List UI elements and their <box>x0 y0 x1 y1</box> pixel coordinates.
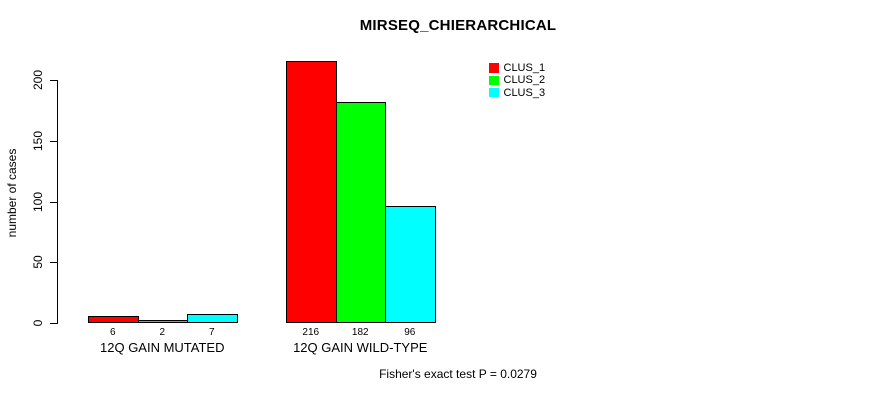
bar-value-label: 182 <box>351 327 369 338</box>
y-axis-label: number of cases <box>5 148 19 238</box>
chart-title: MIRSEQ_CHIERARCHICAL <box>359 17 557 34</box>
legend-entry-clus-2: CLUS_2 <box>489 74 545 86</box>
legend-entry-clus-3: CLUS_3 <box>489 87 545 99</box>
bar-clus_3-group1 <box>187 314 238 323</box>
y-tick-label: 50 <box>31 255 45 269</box>
legend: CLUS_1 CLUS_2 CLUS_3 <box>489 62 545 99</box>
bar-value-label: 6 <box>109 327 116 338</box>
category-label: 12Q GAIN WILD-TYPE <box>293 340 428 355</box>
bar-value-label: 2 <box>159 327 166 338</box>
legend-entry-clus-1: CLUS_1 <box>489 62 545 74</box>
bar-value-label: 216 <box>302 327 320 338</box>
legend-swatch-clus-3 <box>489 87 499 98</box>
fisher-test-annotation: Fisher's exact test P = 0.0279 <box>379 367 537 381</box>
bar-clus_2-group2 <box>335 102 386 323</box>
legend-label-clus-2: CLUS_2 <box>503 74 546 87</box>
y-tick-label: 100 <box>31 191 45 212</box>
bar-value-label: 7 <box>208 327 215 338</box>
y-tick <box>50 323 57 324</box>
bar-clus_2-group1 <box>137 320 188 323</box>
y-tick <box>50 140 57 142</box>
bar-value-label: 96 <box>404 327 416 338</box>
y-tick <box>50 262 57 264</box>
category-label: 12Q GAIN MUTATED <box>100 340 225 355</box>
y-axis-line <box>57 80 58 324</box>
y-tick-label: 150 <box>31 130 45 151</box>
bar-clus_3-group2 <box>385 206 436 323</box>
y-tick <box>50 80 57 81</box>
bar-clus_1-group1 <box>88 316 139 323</box>
y-tick-label: 0 <box>31 319 45 327</box>
bar-clus_1-group2 <box>286 61 337 323</box>
legend-label-clus-3: CLUS_3 <box>503 86 546 99</box>
legend-label-clus-1: CLUS_1 <box>503 62 546 75</box>
y-tick <box>50 201 57 203</box>
legend-swatch-clus-2 <box>489 75 499 86</box>
y-tick-label: 200 <box>31 69 45 91</box>
legend-swatch-clus-1 <box>489 63 499 73</box>
